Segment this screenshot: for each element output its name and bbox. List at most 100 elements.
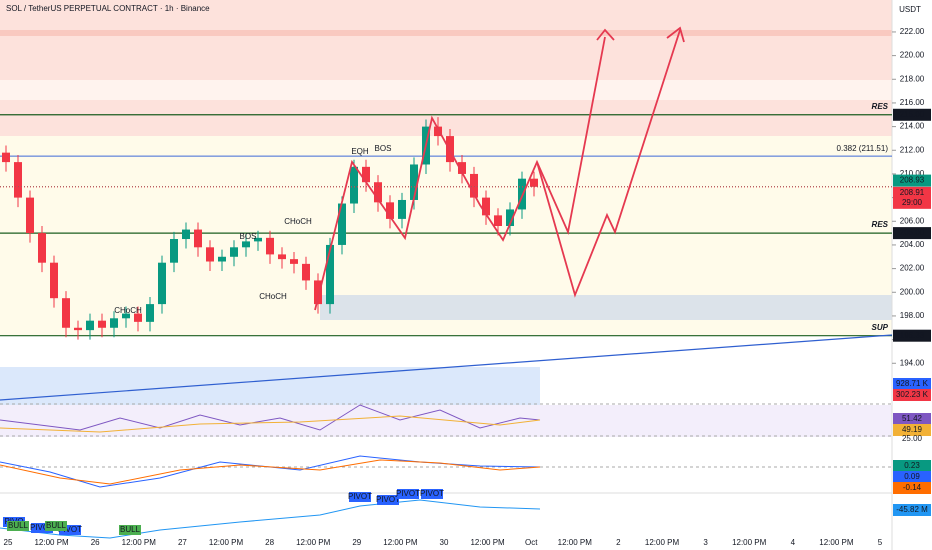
pivot-tag — [421, 489, 443, 499]
y-tick-label: 194.00 — [900, 358, 925, 367]
x-tick-label: 12:00 PM — [645, 538, 680, 547]
candle-body — [290, 259, 298, 264]
indicator-label: 49.19 — [902, 425, 923, 434]
candle-body — [386, 202, 394, 219]
indicator-badge — [893, 504, 931, 516]
pivot-tag — [397, 489, 419, 499]
x-tick-label: 5 — [878, 538, 883, 547]
indicator-label: -0.14 — [903, 483, 922, 492]
x-tick-label: 12:00 PM — [558, 538, 593, 547]
indicator-badge — [893, 413, 931, 425]
candle-body — [278, 254, 286, 260]
candle-body — [134, 313, 142, 322]
candle-body — [326, 244, 334, 305]
pivot-tag — [119, 525, 141, 535]
rsi-ma — [0, 415, 541, 433]
price-badge — [893, 174, 931, 187]
y-tick-label: 198.00 — [900, 311, 925, 320]
resistance-zone — [0, 0, 892, 80]
level-label: 215.00 — [900, 110, 925, 119]
x-tick-label: Oct — [525, 538, 538, 547]
x-tick-label: 27 — [178, 538, 187, 547]
y-tick-label: 216.00 — [900, 98, 925, 107]
price-label: 208.91 — [900, 188, 925, 197]
candle-body — [110, 318, 118, 328]
indicator-label: 0.23 — [904, 461, 920, 470]
level-tag: RES — [872, 102, 889, 111]
candle-body — [314, 280, 322, 305]
candle-body — [50, 262, 58, 299]
pivot-label: PIVOT — [348, 492, 372, 501]
marks — [0, 114, 892, 340]
candle-body — [158, 262, 166, 305]
level-label: 205.00 — [900, 228, 925, 237]
candle-body — [350, 166, 358, 204]
x-tick-label: 12:00 PM — [34, 538, 69, 547]
y-tick-label: 218.00 — [900, 74, 925, 83]
resistance-zone — [0, 100, 892, 136]
y-tick-label: 220.00 — [900, 51, 925, 60]
candle-body — [62, 298, 70, 328]
indicator-label: -45.82 M — [896, 505, 928, 514]
indicator-badge — [893, 482, 931, 494]
x-tick-label: 12:00 PM — [819, 538, 854, 547]
candle-body — [494, 215, 502, 227]
indicator-label: 302.23 K — [896, 390, 929, 399]
projection — [314, 36, 606, 311]
title: SOL / TetherUS PERPETUAL CONTRACT · 1h ·… — [6, 4, 210, 13]
candle-body — [410, 164, 418, 200]
level-label: 196.33 — [900, 331, 925, 340]
candle-body — [266, 237, 274, 255]
pivot-label: PIVOT — [30, 523, 54, 532]
countdown: 29:00 — [902, 198, 923, 207]
candle-body — [218, 256, 226, 262]
y-tick-label: 222.00 — [900, 27, 925, 36]
y-tick-label: 204.00 — [900, 240, 925, 249]
rsi-pane — [0, 405, 892, 437]
candle-body — [14, 162, 22, 198]
level-tag: RES — [872, 220, 889, 229]
level-badge — [893, 108, 931, 121]
indicator-badge — [893, 378, 931, 390]
x-tick-label: 29 — [352, 538, 361, 547]
candle-body — [362, 166, 370, 183]
candle-body — [206, 247, 214, 262]
pivot-label: PIVOT — [58, 525, 82, 534]
macd-signal — [0, 459, 541, 485]
smc-label: BOS — [375, 144, 392, 153]
pivot-tag — [377, 495, 399, 505]
zone-gap — [0, 80, 892, 100]
indicator-label: 928.71 K — [896, 379, 929, 388]
smc-label: CHoCH — [259, 292, 287, 301]
y-tick-label: 214.00 — [900, 122, 925, 131]
candle-body — [398, 199, 406, 219]
x-tick-label: 12:00 PM — [383, 538, 418, 547]
candle-body — [38, 233, 46, 263]
level-tag: SUP — [872, 323, 889, 332]
candle-body — [170, 239, 178, 263]
pivot-label: BULL — [8, 521, 29, 530]
candle-body — [470, 173, 478, 198]
candle-body — [506, 209, 514, 227]
smc-label: EQH — [351, 147, 369, 156]
y-tick-label: 202.00 — [900, 264, 925, 273]
indicator-badge — [893, 460, 931, 472]
x-tick-label: 25 — [4, 538, 13, 547]
x-tick-label: 12:00 PM — [122, 538, 157, 547]
volume-zone — [0, 367, 540, 405]
candle-body — [86, 320, 94, 331]
level-badge — [893, 227, 931, 240]
indicator-badge — [893, 389, 931, 401]
x-tick-label: 12:00 PM — [296, 538, 331, 547]
pivot-tag — [31, 523, 53, 533]
smc-label: CHoCH — [114, 306, 142, 315]
arrow-head — [666, 26, 685, 43]
level-badge — [893, 329, 931, 342]
candle-body — [122, 313, 130, 319]
indicator-badge — [893, 471, 931, 483]
price-badge — [893, 186, 931, 209]
y-tick-label: 206.00 — [900, 216, 925, 225]
fib-label: 0.382 (211.51) — [837, 144, 889, 153]
